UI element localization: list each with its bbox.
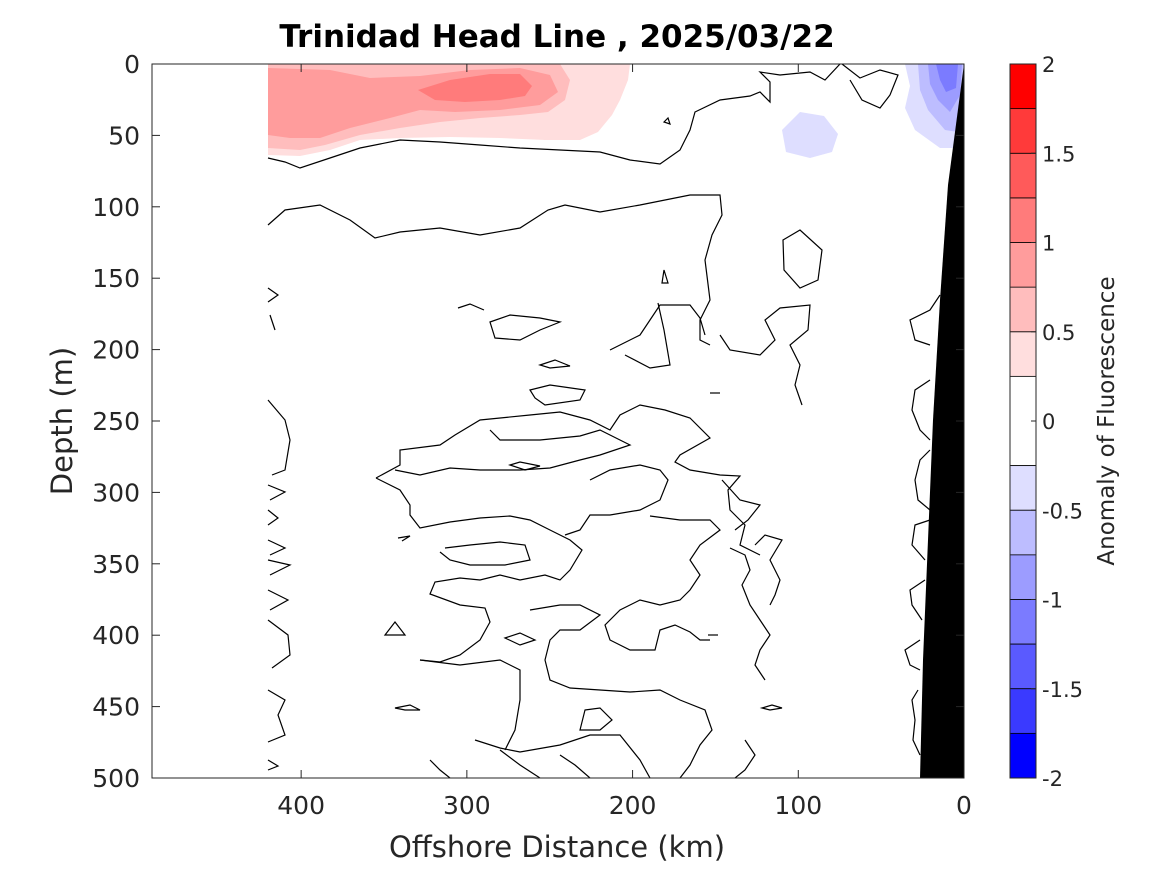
colorbar-band-positive — [1009, 152, 1037, 199]
y-tick-label: 450 — [92, 693, 140, 722]
colorbar-band-positive — [1009, 63, 1037, 110]
y-tick-label: 300 — [92, 478, 140, 507]
y-tick-label: 250 — [92, 407, 140, 436]
colorbar: 2 1.5 1 0.5 0 -0.5 -1 -1.5 -2 — [1009, 53, 1083, 791]
y-axis-label: Depth (m) — [45, 347, 79, 495]
colorbar-band-negative — [1009, 643, 1037, 690]
zero-contours — [267, 64, 941, 778]
y-tick-label: 0 — [124, 50, 140, 79]
x-tick-label: 200 — [609, 791, 657, 820]
colorbar-tick-label: 0.5 — [1042, 321, 1075, 345]
contour-fill-neg-0.25-offshore — [782, 112, 838, 158]
contour-fill-neg-1.0-nearshore — [936, 64, 958, 92]
colorbar-band-positive — [1009, 242, 1037, 288]
chart-title: Trinidad Head Line , 2025/03/22 — [279, 19, 834, 55]
x-tick-label: 400 — [277, 791, 325, 820]
y-tick-label: 200 — [92, 336, 140, 365]
colorbar-tick-label: 0 — [1042, 410, 1055, 434]
x-axis-label: Offshore Distance (km) — [389, 830, 725, 864]
colorbar-label: Anomaly of Fluorescence — [1094, 276, 1120, 565]
colorbar-tick-label: -2 — [1042, 767, 1063, 791]
y-axis: 0 50 100 150 200 250 300 350 400 450 500 — [92, 50, 964, 793]
colorbar-tick-label: 1 — [1042, 232, 1055, 256]
y-tick-label: 400 — [92, 621, 140, 650]
colorbar-tick-label: 2 — [1042, 53, 1055, 77]
x-tick-label: 300 — [443, 791, 491, 820]
contour-fill-pos-1.0 — [418, 74, 532, 102]
colorbar-band-positive — [1009, 197, 1037, 243]
colorbar-tick-label: -1.5 — [1042, 678, 1083, 702]
colorbar-tick-label: 1.5 — [1042, 142, 1075, 166]
x-axis: 400 300 200 100 0 — [277, 64, 972, 820]
y-tick-label: 150 — [92, 264, 140, 293]
bathymetry-mask — [920, 64, 964, 778]
y-tick-label: 500 — [92, 764, 140, 793]
colorbar-band-positive — [1009, 331, 1037, 377]
colorbar-band-negative — [1009, 732, 1037, 779]
colorbar-band-negative — [1009, 554, 1037, 600]
x-tick-label: 100 — [774, 791, 822, 820]
colorbar-band-negative — [1009, 465, 1037, 511]
x-tick-label: 0 — [956, 791, 972, 820]
colorbar-band-negative — [1009, 599, 1037, 645]
colorbar-band-negative — [1009, 688, 1037, 734]
plot-area — [152, 64, 964, 778]
y-tick-label: 350 — [92, 550, 140, 579]
y-tick-label: 50 — [108, 121, 140, 150]
colorbar-tick-label: -1 — [1042, 589, 1063, 613]
colorbar-band-positive — [1009, 286, 1037, 333]
colorbar-band-negative — [1009, 509, 1037, 556]
colorbar-band-positive — [1009, 108, 1037, 154]
contour-field — [267, 64, 964, 778]
colorbar-tick-label: -0.5 — [1042, 499, 1083, 523]
y-tick-label: 100 — [92, 193, 140, 222]
